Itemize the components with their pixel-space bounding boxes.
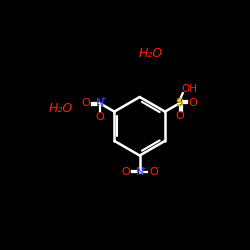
Text: ⁻: ⁻ — [101, 116, 106, 125]
Text: H₂O: H₂O — [139, 46, 163, 60]
Text: N: N — [96, 98, 104, 108]
Text: O: O — [95, 112, 104, 122]
Text: O: O — [175, 111, 184, 121]
Text: O: O — [82, 98, 90, 108]
Text: O: O — [188, 98, 197, 108]
Text: H₂O: H₂O — [49, 102, 73, 115]
Text: O: O — [122, 168, 130, 177]
Text: N: N — [136, 168, 144, 177]
Text: OH: OH — [181, 84, 197, 94]
Text: +: + — [100, 96, 106, 102]
Text: ⁻: ⁻ — [155, 164, 160, 173]
Text: +: + — [140, 166, 146, 172]
Text: S: S — [176, 98, 184, 108]
Text: O: O — [149, 168, 158, 177]
